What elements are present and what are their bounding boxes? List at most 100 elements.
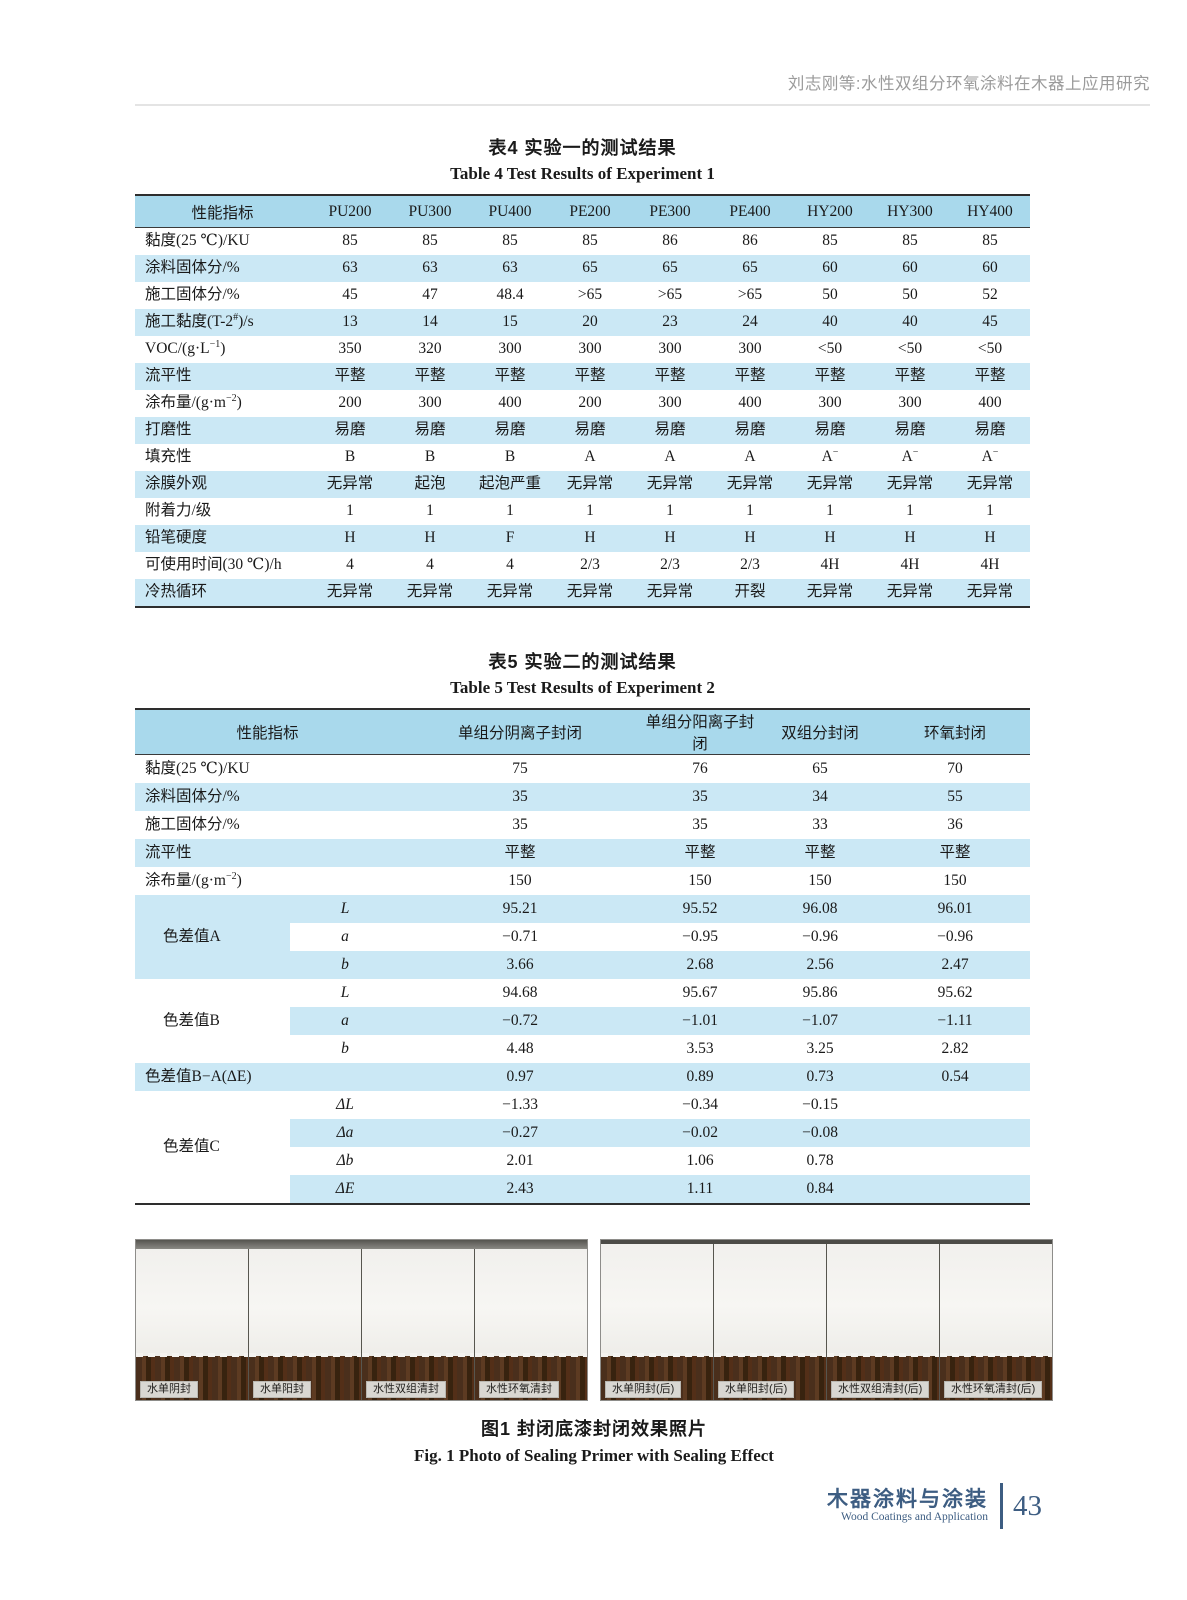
table-cell: 400 [738, 394, 762, 412]
test-board: 水单阴封 [136, 1249, 248, 1400]
table-cell: −0.71 [502, 927, 538, 945]
table-cell: 平整 [550, 363, 630, 390]
table-cell: 2.56 [760, 951, 881, 979]
table-cell: 85 [582, 232, 598, 250]
table-cell: 1.06 [686, 1151, 714, 1169]
table-cell [880, 1147, 1030, 1175]
table-cell: 150 [508, 871, 532, 889]
table-cell: −1.01 [640, 1007, 761, 1035]
column-header: PU200 [310, 195, 390, 228]
table-cell: 300 [658, 394, 682, 412]
journal-name-cn: 木器涂料与涂装 [827, 1487, 988, 1511]
table-cell: 开裂 [710, 579, 790, 607]
table-row: 涂料固体分/% 63 63 63 65 65 65 60 60 60 [135, 255, 1030, 282]
table-cell: 85 [342, 232, 358, 250]
bare-wood-area: 水性环氧清封 [475, 1353, 587, 1400]
table-cell: B [504, 448, 516, 466]
table-cell: 0.54 [880, 1063, 1031, 1091]
table-cell: 47 [422, 286, 438, 304]
table-cell: 35 [692, 815, 708, 833]
table-cell: 起泡 [390, 471, 470, 498]
table-cell: 2/3 [580, 556, 600, 574]
table-cell: A− [901, 447, 919, 466]
table-row: 流平性 平整 平整 平整 平整 [135, 839, 1031, 867]
table-cell: 45 [950, 309, 1030, 336]
bare-wood-area: 水单阴封 [136, 1353, 248, 1400]
board-label: 水单阴封 [140, 1380, 198, 1398]
column-header: 单组分阳离子封闭 [640, 709, 761, 755]
test-board: 水单阴封(后) [601, 1244, 713, 1400]
table-cell: 40 [790, 309, 870, 336]
table-row: a −0.71 −0.95 −0.96 −0.96 [135, 923, 1030, 951]
column-header: 双组分封闭 [760, 709, 881, 755]
table-cell: 平整 [390, 363, 470, 390]
row-label: VOC/(g·L−1) [145, 339, 226, 358]
table-cell: 平整 [760, 839, 881, 867]
table-cell: −1.07 [760, 1007, 881, 1035]
table-cell: 4 [506, 556, 514, 574]
board-label: 水性双组清封 [366, 1380, 446, 1398]
table-cell: 60 [790, 255, 870, 282]
table-cell: >65 [577, 286, 603, 304]
table-cell: 60 [950, 255, 1030, 282]
table-cell: 24 [710, 309, 790, 336]
left-photo-boards: 水单阴封 水单阳封 水性双组清封 水性环氧清封 [136, 1249, 587, 1400]
table-cell: a [290, 1007, 401, 1035]
table-cell: 95.52 [640, 895, 761, 923]
table-cell: 2.47 [880, 951, 1031, 979]
journal-name-en: Wood Coatings and Application [841, 1510, 988, 1523]
table-cell: 平整 [790, 363, 870, 390]
row-group-label: 色差值C [135, 1091, 290, 1204]
sealed-white-area [601, 1244, 713, 1356]
table-cell: 2/3 [740, 556, 760, 574]
sealed-white-area [362, 1249, 474, 1356]
table-cell: H [790, 525, 870, 552]
table-row: 色差值B L 94.68 95.67 95.86 95.62 [135, 979, 1030, 1063]
row-label: 附着力/级 [145, 502, 212, 520]
column-header: HY300 [870, 195, 950, 228]
column-header: 性能指标 [135, 195, 310, 228]
table-cell: 48.4 [496, 286, 524, 304]
table-row: 冷热循环 无异常 无异常 无异常 无异常 无异常 开裂 无异常 无异常 无异常 [135, 579, 1030, 607]
column-header: HY200 [790, 195, 870, 228]
table-cell: H [630, 525, 710, 552]
table-cell: 63 [310, 255, 390, 282]
table-cell: 4H [820, 556, 840, 574]
photo-edge [136, 1240, 587, 1249]
table-cell: 63 [390, 255, 470, 282]
table-cell: B [344, 448, 356, 466]
table-cell: 平整 [640, 839, 761, 867]
bare-wood-area: 水性双组清封(后) [827, 1353, 939, 1400]
table-cell: 50 [902, 286, 918, 304]
table-cell: 易磨 [550, 417, 630, 444]
column-header: PE200 [550, 195, 630, 228]
column-header: HY400 [950, 195, 1030, 228]
table-cell: H [390, 525, 470, 552]
table-cell: 60 [870, 255, 950, 282]
table-cell: Δb [336, 1151, 354, 1169]
table-cell [880, 1091, 1030, 1119]
table-cell: 无异常 [470, 579, 550, 607]
table-row: 填充性 B B B A A A A− A− A− [135, 444, 1030, 471]
board-label: 水性环氧清封 [479, 1380, 559, 1398]
row-label: 色差值B−A(ΔE) [135, 1063, 401, 1091]
table-cell: 无异常 [950, 471, 1030, 498]
table-cell: 150 [808, 871, 832, 889]
table-cell: 平整 [870, 363, 950, 390]
bare-wood-area: 水单阳封(后) [714, 1353, 826, 1400]
table-cell: 无异常 [630, 579, 710, 607]
table-cell: H [710, 525, 790, 552]
table-row: 黏度(25 ℃)/KU 85 85 85 85 86 86 85 85 85 [135, 228, 1030, 256]
table-cell: 易磨 [310, 417, 390, 444]
table-row: VOC/(g·L−1) 350 320 300 300 300 300 <50 <50 <50 [135, 336, 1030, 363]
table-cell: 易磨 [870, 417, 950, 444]
table-cell: 2.01 [506, 1151, 534, 1169]
board-label: 水性双组清封(后) [831, 1380, 930, 1398]
table-row: ΔE 2.43 1.11 0.84 [135, 1175, 1031, 1204]
table-row: 色差值B−A(ΔE) 0.97 0.89 0.73 0.54 [135, 1063, 1031, 1091]
sealed-white-area [475, 1249, 587, 1356]
table-cell: >65 [737, 286, 763, 304]
table-cell: <50 [977, 340, 1003, 358]
sealed-white-area [827, 1244, 939, 1356]
